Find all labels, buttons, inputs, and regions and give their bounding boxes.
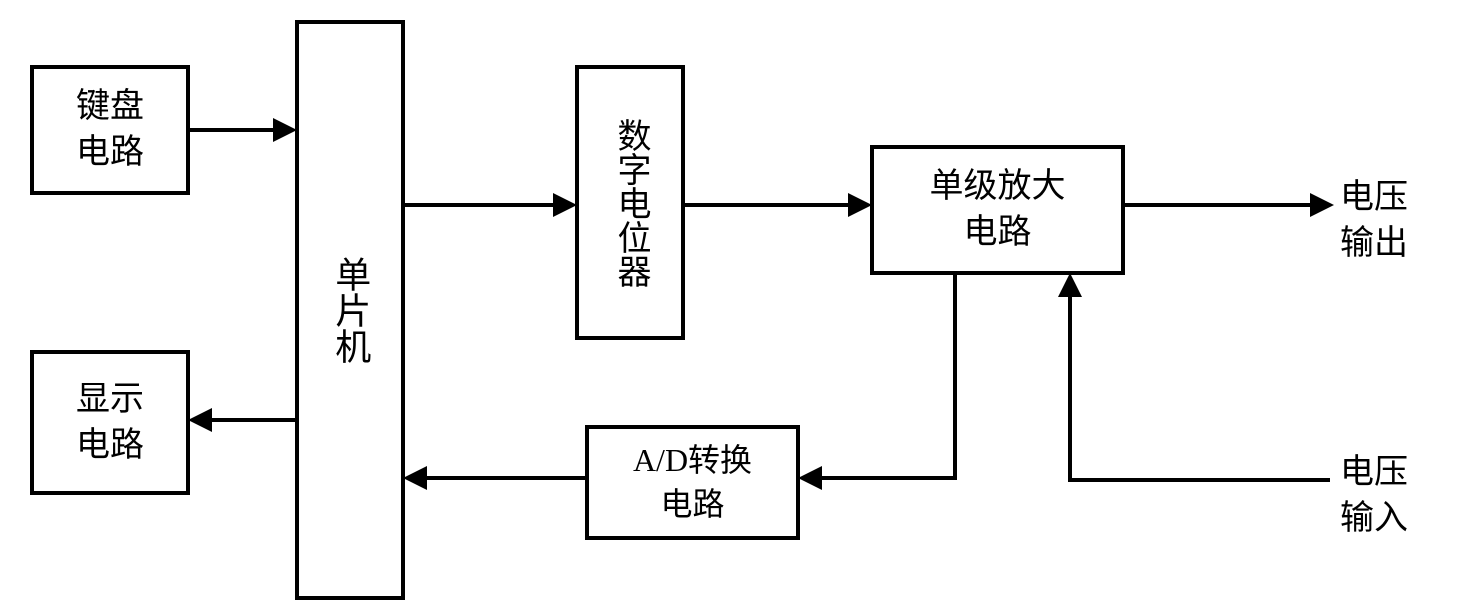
adc-circuit-box: A/D转换电路 <box>585 425 800 540</box>
voltage-input-label: 电压输入 <box>1340 450 1408 542</box>
digital-potentiometer-box: 数字电位器 <box>575 65 685 340</box>
block-diagram: 键盘电路 显示电路 单片机 数字电位器 单级放大电路 A/D转换电路 电压输出 … <box>0 0 1466 616</box>
single-stage-amplifier-label: 单级放大电路 <box>930 164 1066 256</box>
mcu-label: 单片机 <box>326 256 375 364</box>
display-circuit-label: 显示电路 <box>76 377 144 469</box>
single-stage-amplifier-box: 单级放大电路 <box>870 145 1125 275</box>
display-circuit-box: 显示电路 <box>30 350 190 495</box>
keyboard-circuit-box: 键盘电路 <box>30 65 190 195</box>
mcu-box: 单片机 <box>295 20 405 600</box>
digital-potentiometer-label: 数字电位器 <box>607 118 653 288</box>
adc-circuit-label: A/D转换电路 <box>633 439 752 525</box>
voltage-output-label: 电压输出 <box>1340 175 1408 267</box>
keyboard-circuit-label: 键盘电路 <box>76 84 144 176</box>
